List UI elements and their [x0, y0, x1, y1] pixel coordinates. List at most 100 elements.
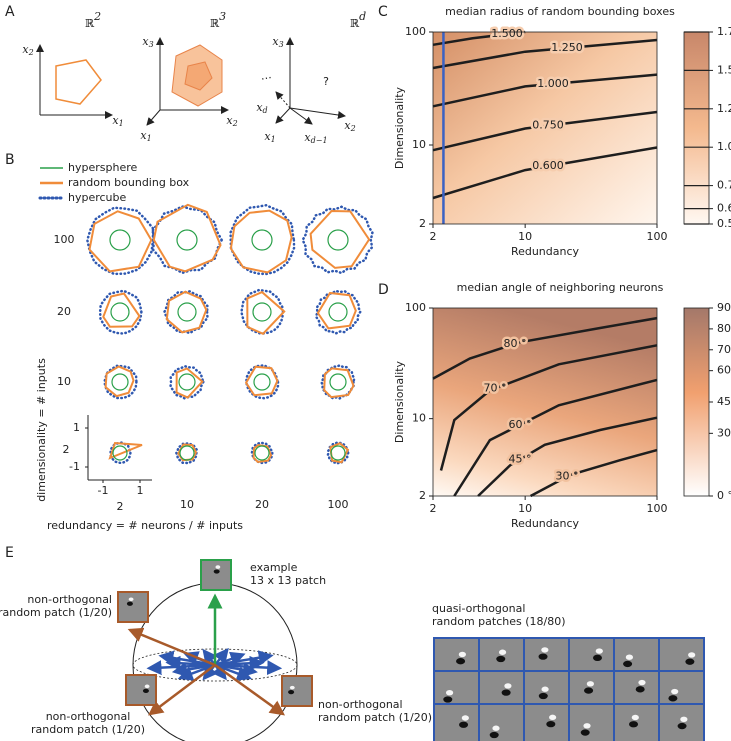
column-label: 2 [117, 500, 124, 513]
patch-dark [538, 653, 548, 660]
variable: x [140, 129, 147, 142]
x-axis-title: Redundancy [511, 517, 580, 530]
hypersphere [177, 302, 197, 322]
patch-light [458, 651, 466, 658]
space-symbol: ℝ [210, 17, 220, 30]
colorbar-tick-label: 1.50 [717, 63, 731, 76]
legend-label: hypercube [68, 191, 127, 204]
hypercube [151, 205, 224, 275]
patch-light [128, 597, 134, 602]
hypersphere [251, 229, 273, 251]
tick-label: -1 [98, 484, 109, 497]
patch-light [549, 714, 557, 721]
patch-dark [538, 692, 548, 700]
hypercube [103, 364, 138, 400]
colorbar-tick-label: 70 ° [717, 343, 731, 356]
patch-dark [592, 654, 602, 661]
annotation: non-orthogonal [46, 710, 131, 723]
patch [117, 591, 149, 623]
hypersphere [178, 373, 196, 391]
quasi-orthogonal-vector [214, 655, 265, 671]
non-orthogonal-vector [148, 664, 216, 716]
patch-light [289, 685, 295, 690]
variable: x [112, 114, 119, 127]
patch-light [688, 652, 696, 658]
hypercube [240, 288, 285, 335]
contour-label: 45 ° [509, 452, 532, 465]
hypersphere [330, 445, 346, 461]
space-dim: d [359, 10, 366, 23]
hypercube [86, 206, 155, 276]
bounding-box [252, 443, 273, 464]
panel-label: D [378, 282, 389, 298]
row-label: 20 [57, 305, 71, 318]
annotation: non-orthogonal [318, 698, 403, 711]
contour-label: 30 ° [556, 470, 579, 483]
patch [125, 674, 157, 706]
heatmap [433, 32, 657, 224]
hypersphere [329, 373, 347, 391]
hypercube [314, 289, 362, 335]
patch-light [498, 649, 507, 655]
patch-dark [213, 569, 220, 574]
patch [523, 703, 570, 741]
bounding-box [246, 290, 286, 335]
axis-variable: x3 [142, 35, 153, 49]
patch-dark [288, 690, 295, 695]
annotation: random patches (18/80) [432, 615, 566, 628]
bounding-box [244, 365, 279, 397]
tick-label: -1 [69, 460, 80, 473]
hypersphere [110, 302, 130, 322]
x-tick-label: 100 [647, 502, 668, 515]
patch-dark [142, 688, 149, 693]
patch-dark [580, 729, 590, 736]
contour-line [453, 378, 658, 497]
bounding-box [88, 210, 153, 273]
hypercube [250, 441, 274, 465]
annotation: example [250, 561, 298, 574]
colorbar [683, 307, 710, 497]
column-label: 100 [328, 498, 349, 511]
patch [478, 703, 525, 741]
patch-light [541, 647, 549, 653]
axis-variable: x1 [112, 114, 123, 128]
quasi-orthogonal-vector [202, 648, 218, 666]
non-orthogonal-vector [214, 663, 286, 716]
colorbar-tick-label: 45 ° [717, 395, 731, 408]
contour-label: 0.600 [532, 159, 564, 172]
patch-light [625, 654, 634, 660]
contour-line [432, 146, 658, 200]
ellipsis: … [259, 68, 272, 83]
axis-variable: x2 [226, 114, 237, 128]
contour-line [530, 448, 658, 498]
hypercube [163, 289, 209, 335]
hypersphere [111, 373, 129, 391]
variable: x [256, 101, 263, 114]
panel-label: A [5, 4, 15, 20]
patch-light [671, 688, 679, 695]
subscript: 3 [149, 40, 154, 49]
y-tick-label: 10 [412, 138, 426, 151]
patch-light [461, 715, 469, 721]
row-label: 100 [54, 233, 75, 246]
chart-title: median angle of neighboring neurons [457, 281, 664, 294]
tick-label: 1 [73, 421, 80, 434]
tick-label: 1 [137, 484, 144, 497]
question-mark: ? [323, 75, 329, 88]
axis-variable: xd−1 [304, 131, 327, 145]
patch-dark [668, 695, 678, 702]
patch-dark [546, 720, 556, 728]
x-tick-label: 10 [518, 230, 532, 243]
subscript: 2 [28, 48, 34, 57]
axis-variable: x1 [140, 129, 151, 143]
colorbar-tick-label: 30 ° [717, 426, 731, 439]
axis-title: dimensionality = # inputs [35, 358, 48, 502]
hypersphere [253, 373, 271, 391]
contour-line [432, 73, 658, 108]
bounding-box [229, 209, 293, 274]
subscript: 2 [350, 124, 356, 133]
y-tick-label: 10 [412, 412, 426, 425]
patch-light [583, 723, 591, 729]
column-label: 20 [255, 498, 269, 511]
colorbar-tick-label: 60 ° [717, 364, 731, 377]
